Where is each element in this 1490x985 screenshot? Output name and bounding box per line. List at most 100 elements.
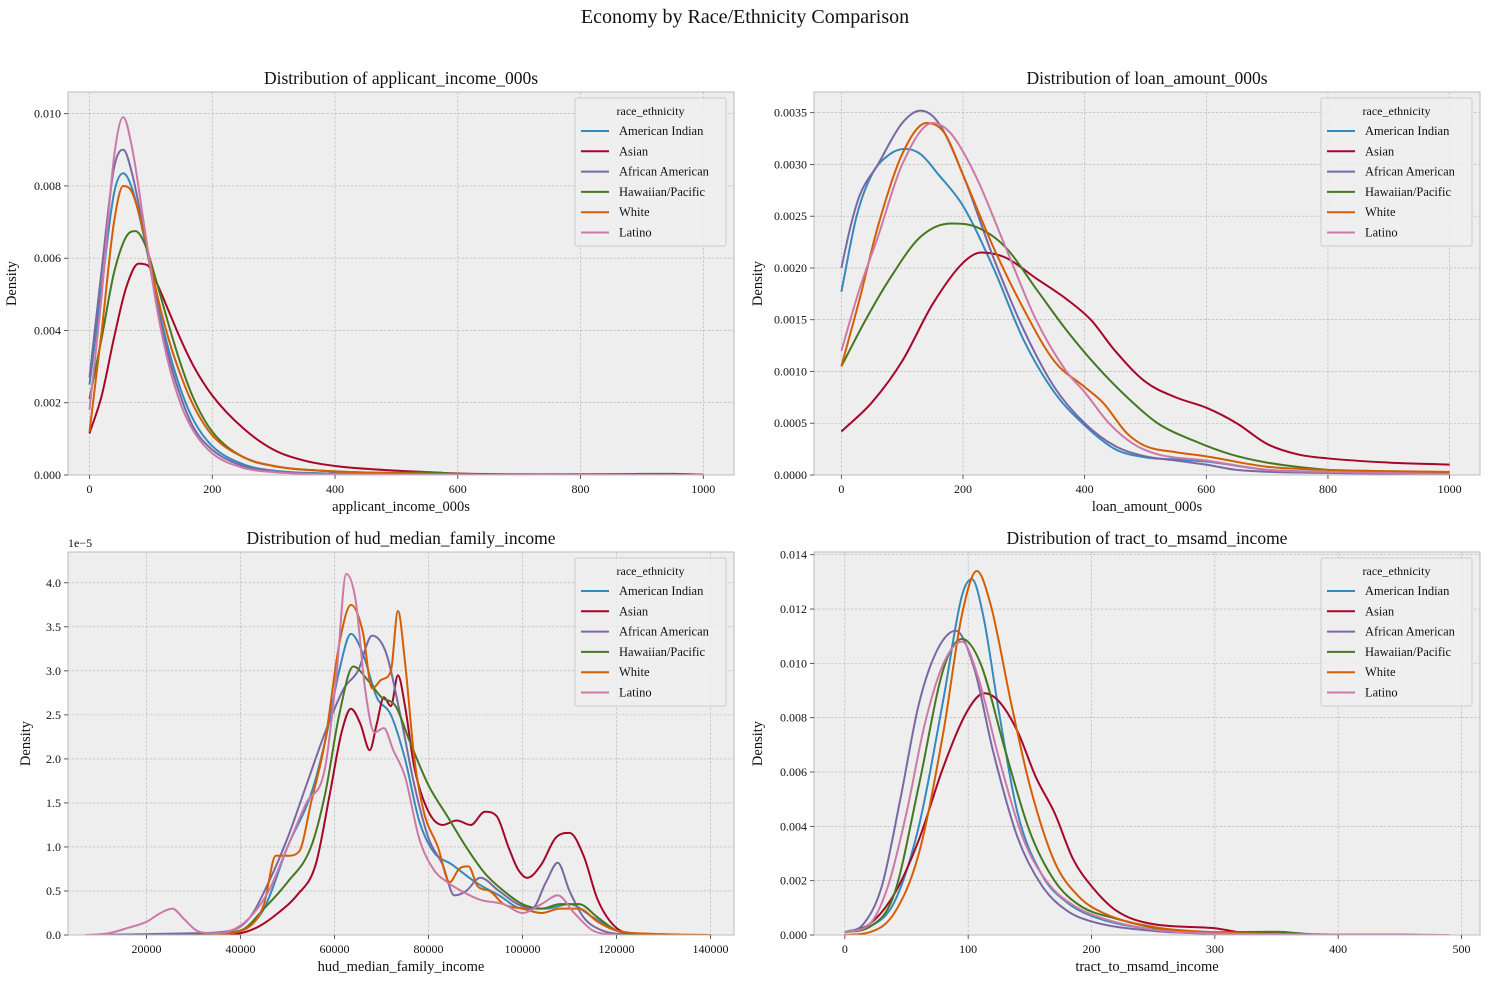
y-axis-label: Density [18, 720, 34, 766]
series-line-white [840, 122, 1450, 473]
series-line-latino [85, 573, 617, 935]
legend-title: race_ethnicity [617, 564, 685, 578]
x-tick-label: 60000 [319, 942, 349, 956]
legend-box [1320, 557, 1473, 707]
x-axis-label: applicant_income_000s [332, 499, 470, 515]
series-group [844, 570, 1450, 935]
x-tick-label: 0 [838, 482, 844, 496]
x-tick-label: 800 [1319, 482, 1337, 496]
y-tick-label: 4.0 [46, 576, 61, 590]
legend-entry: White [619, 205, 650, 219]
y-offset-label: 1e−5 [68, 536, 92, 550]
plot-frame [67, 91, 735, 476]
x-tick-label: 1000 [1438, 482, 1462, 496]
series-line-african-american [844, 629, 1450, 935]
legend-entry: White [1365, 665, 1396, 679]
y-tick-label: 0.010 [34, 107, 61, 121]
y-tick-label: 3.0 [46, 664, 61, 678]
x-tick-label: 40000 [225, 942, 255, 956]
legend-title: race_ethnicity [1363, 564, 1431, 578]
legend-entry: Asian [1365, 604, 1395, 618]
legend-entry: Hawaiian/Pacific [1365, 185, 1452, 199]
x-tick-label: 100000 [504, 942, 540, 956]
y-tick-label: 0.5 [46, 884, 61, 898]
series-group [85, 573, 711, 935]
legend-entry: Hawaiian/Pacific [1365, 645, 1452, 659]
series-line-asian [840, 251, 1450, 466]
legend-entry: Latino [1365, 686, 1398, 700]
x-tick-label: 400 [1329, 942, 1347, 956]
series-line-white [88, 184, 704, 475]
legend-entry: Latino [1365, 226, 1398, 240]
y-tick-label: 1.5 [46, 796, 61, 810]
y-tick-label: 1.0 [46, 840, 61, 854]
x-tick-label: 20000 [131, 942, 161, 956]
y-tick-label: 0.006 [780, 765, 807, 779]
y-tick-label: 0.000 [34, 468, 61, 482]
legend-entry: Asian [619, 144, 649, 158]
plot-frame [813, 551, 1481, 936]
series-line-latino [844, 640, 1450, 935]
x-axis-label: tract_to_msamd_income [1075, 959, 1218, 975]
y-axis-label: Density [750, 260, 766, 306]
series-group [840, 109, 1450, 475]
series-line-african-american [840, 109, 1450, 475]
legend-box [574, 557, 727, 707]
legend-entry: White [619, 665, 650, 679]
x-tick-label: 200 [954, 482, 972, 496]
x-tick-label: 120000 [598, 942, 634, 956]
y-tick-label: 0.0030 [774, 157, 807, 171]
y-tick-label: 3.5 [46, 620, 61, 634]
legend-title: race_ethnicity [1363, 104, 1431, 118]
x-tick-label: 400 [1076, 482, 1094, 496]
series-line-hawaiian-pacific [193, 665, 641, 935]
legend-entry: African American [1365, 165, 1456, 179]
legend-entry: American Indian [619, 124, 704, 138]
series-line-hawaiian-pacific [840, 222, 1450, 474]
x-tick-label: 600 [1197, 482, 1215, 496]
x-tick-label: 200 [203, 482, 221, 496]
subplot-title: Distribution of hud_median_family_income [246, 528, 555, 548]
y-tick-label: 0.0000 [774, 468, 807, 482]
legend-entry: Asian [1365, 144, 1395, 158]
legend-box [1320, 97, 1473, 247]
x-tick-label: 1000 [691, 482, 715, 496]
legend-entry: African American [1365, 625, 1456, 639]
x-tick-label: 800 [572, 482, 590, 496]
x-tick-label: 140000 [692, 942, 728, 956]
y-tick-label: 0.014 [780, 548, 807, 562]
legend: race_ethnicity American Indian Asian Africa… [574, 97, 727, 247]
y-tick-label: 0.010 [780, 656, 807, 670]
subplot-4: 0 100 200 300 400 500 0.000 0.002 0.004 0.006 0.00… [750, 528, 1481, 975]
x-tick-label: 100 [959, 942, 977, 956]
x-tick-label: 200 [1083, 942, 1101, 956]
x-tick-label: 0 [86, 482, 92, 496]
series-line-white [216, 603, 711, 935]
legend: race_ethnicity American Indian Asian Africa… [1320, 557, 1473, 707]
x-tick-label: 80000 [413, 942, 443, 956]
y-tick-label: 0.004 [34, 323, 61, 337]
legend-entry: Asian [619, 604, 649, 618]
subplot-2: 0 200 400 600 800 1000 0.0000 0.0005 0.0010 0.001… [750, 68, 1481, 515]
figure-title: Economy by Race/Ethnicity Comparison [580, 6, 910, 28]
y-tick-label: 0.0035 [774, 106, 807, 120]
legend-entry: African American [619, 165, 710, 179]
y-tick-label: 0.008 [34, 179, 61, 193]
plot-frame [67, 551, 735, 936]
y-axis-label: Density [750, 720, 766, 766]
legend-entry: American Indian [619, 584, 704, 598]
legend-entry: Hawaiian/Pacific [619, 185, 706, 199]
y-tick-label: 0.002 [34, 396, 61, 410]
y-tick-label: 0.0015 [774, 313, 807, 327]
y-tick-label: 0.0005 [774, 416, 807, 430]
legend-title: race_ethnicity [617, 104, 685, 118]
x-axis-label: loan_amount_000s [1092, 499, 1203, 515]
y-axis-label: Density [4, 260, 20, 306]
legend-entry: Latino [619, 686, 652, 700]
legend-entry: Hawaiian/Pacific [619, 645, 706, 659]
y-tick-label: 0.0025 [774, 209, 807, 223]
x-tick-label: 0 [842, 942, 848, 956]
subplot-title: Distribution of applicant_income_000s [264, 68, 538, 88]
series-line-asian [216, 674, 641, 935]
y-tick-label: 0.006 [34, 251, 61, 265]
